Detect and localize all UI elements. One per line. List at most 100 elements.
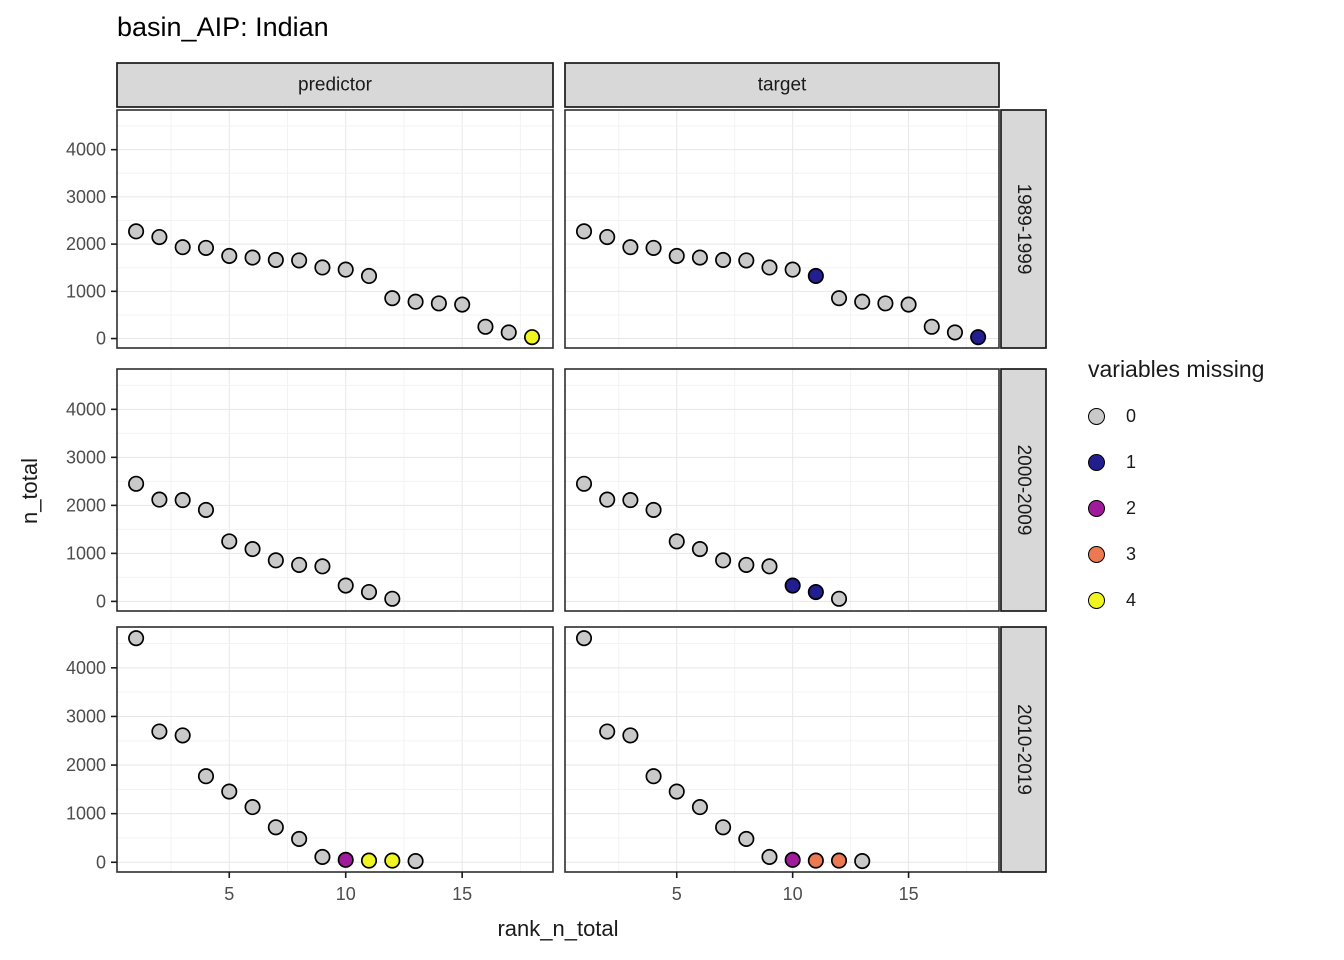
data-point: [197, 768, 215, 785]
y-tick-label: 2000: [66, 234, 106, 254]
y-tick-label: 1000: [66, 281, 106, 301]
data-point: [784, 261, 801, 278]
data-point: [830, 852, 848, 869]
data-point: [221, 533, 238, 550]
data-point: [575, 475, 593, 492]
y-tick-label: 4000: [66, 658, 106, 678]
data-point: [360, 583, 378, 601]
data-point: [500, 324, 517, 341]
facet-col-label: target: [758, 75, 807, 96]
y-tick-label: 4000: [66, 140, 106, 160]
facet-row-strip: [1000, 626, 1047, 873]
data-point: [668, 247, 685, 264]
data-point: [622, 239, 639, 256]
data-point: [807, 583, 824, 601]
panel-background: [117, 627, 553, 872]
data-point: [900, 296, 917, 313]
x-axis-title: rank_n_total: [497, 916, 619, 941]
y-tick-label: 2000: [66, 495, 106, 515]
data-point: [946, 324, 964, 341]
data-point: [360, 852, 378, 869]
data-point: [691, 799, 708, 816]
panel-background: [565, 627, 999, 872]
panel-background: [117, 369, 553, 611]
y-tick-label: 3000: [66, 706, 106, 726]
data-point: [314, 848, 331, 865]
panel-border: [564, 109, 1000, 349]
data-point: [197, 239, 215, 256]
data-point: [738, 252, 755, 269]
data-point: [575, 223, 593, 240]
legend-key-circle-icon: [1088, 500, 1105, 517]
data-point: [151, 491, 168, 508]
data-point: [454, 296, 471, 313]
panel-border: [116, 109, 554, 349]
x-tick-label: 10: [336, 884, 356, 904]
data-point: [128, 475, 145, 492]
facet-col-strip: [116, 62, 554, 108]
facet-col-strip: [564, 62, 1000, 108]
legend-key-circle-icon: [1088, 546, 1105, 563]
facet-row-strip: [1000, 109, 1047, 349]
data-point: [314, 259, 331, 276]
legend-title: variables missing: [1088, 356, 1265, 382]
legend-item: 3: [1088, 544, 1264, 564]
data-point: [360, 267, 378, 285]
legend-item-label: 1: [1126, 452, 1137, 472]
data-point: [691, 541, 708, 558]
y-tick-label: 0: [96, 591, 106, 611]
data-point: [715, 552, 732, 569]
data-point: [291, 830, 308, 847]
data-point: [267, 819, 284, 836]
y-axis-title: n_total: [17, 457, 42, 525]
data-point: [761, 259, 778, 276]
y-tick-label: 2000: [66, 755, 106, 775]
data-point: [267, 251, 284, 268]
data-point: [221, 247, 238, 264]
legend-item-label: 0: [1126, 406, 1137, 426]
data-point: [970, 329, 987, 346]
y-tick-label: 1000: [66, 804, 106, 824]
data-point: [807, 267, 824, 285]
data-point: [244, 541, 261, 558]
x-tick-label: 5: [224, 884, 234, 904]
data-point: [622, 727, 639, 744]
data-point: [523, 329, 541, 346]
legend-item-label: 3: [1126, 544, 1137, 564]
data-point: [244, 799, 261, 816]
data-point: [407, 853, 424, 870]
data-point: [291, 556, 308, 573]
legend-item-label: 4: [1126, 590, 1137, 610]
data-point: [575, 630, 593, 647]
data-point: [738, 556, 755, 573]
facet-row-label: 2010-2019: [1013, 704, 1034, 795]
panel-border: [564, 368, 1000, 612]
data-point: [830, 290, 848, 307]
data-point: [197, 501, 215, 518]
y-tick-label: 0: [96, 329, 106, 349]
data-point: [174, 727, 191, 744]
data-point: [599, 491, 616, 508]
data-point: [761, 558, 778, 575]
legend-item: 1: [1088, 452, 1264, 472]
facet-row-strip: [1000, 368, 1047, 612]
data-point: [784, 851, 801, 868]
y-tick-label: 3000: [66, 447, 106, 467]
data-point: [622, 492, 639, 509]
panel-border: [564, 626, 1000, 873]
legend-item: 2: [1088, 498, 1264, 518]
data-point: [715, 251, 732, 268]
legend-key-circle-icon: [1088, 408, 1105, 425]
legend-item: 0: [1088, 406, 1264, 426]
data-point: [854, 853, 871, 870]
data-point: [784, 577, 801, 594]
data-point: [151, 723, 168, 740]
y-tick-label: 3000: [66, 187, 106, 207]
data-point: [738, 830, 755, 847]
legend: variables missing 0 1 2 3 4: [1088, 356, 1264, 639]
x-tick-label: 5: [672, 884, 682, 904]
x-tick-label: 15: [452, 884, 472, 904]
data-point: [668, 783, 685, 800]
data-point: [267, 552, 284, 569]
